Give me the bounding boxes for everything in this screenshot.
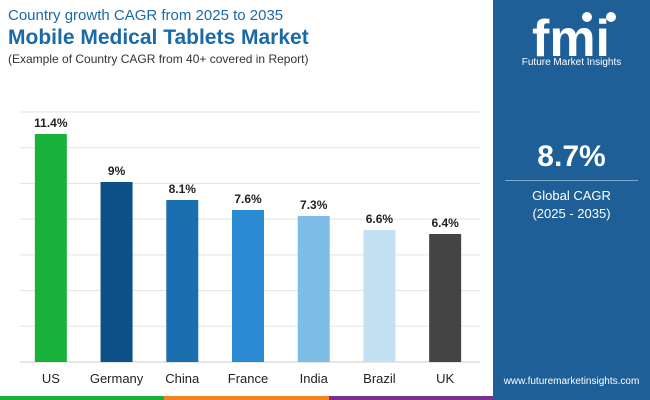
data-label: 6.6% <box>366 212 394 226</box>
x-tick-label: UK <box>436 371 454 386</box>
data-label: 8.1% <box>169 182 197 196</box>
data-label: 11.4% <box>34 116 68 130</box>
bar-china <box>166 200 199 362</box>
x-tick-label: Germany <box>90 371 144 386</box>
x-tick-label: India <box>300 371 329 386</box>
chart-subtitle: Country growth CAGR from 2025 to 2035 <box>8 7 284 24</box>
footer-segment-purple <box>329 396 493 400</box>
x-tick-label: France <box>228 371 268 386</box>
chart-header: Country growth CAGR from 2025 to 2035 Mo… <box>8 7 309 67</box>
global-cagr-label: Global CAGR (2025 - 2035) <box>493 187 650 223</box>
bar-brazil <box>363 230 396 362</box>
footer-segment-green <box>0 396 164 400</box>
side-panel: fmi Future Market Insights 8.7% Global C… <box>493 0 650 400</box>
bar-us <box>34 134 67 362</box>
brand-name: Future Market Insights <box>521 57 622 68</box>
data-label: 7.3% <box>300 198 328 212</box>
bar-uk <box>429 234 462 362</box>
global-cagr-title: Global CAGR <box>532 188 611 203</box>
logo-dot-icon <box>582 12 592 22</box>
bar-chart: 11.4% US 9% Germany 8.1% China 7.6% France 7.3% I… <box>20 111 480 386</box>
bar-india <box>297 216 330 362</box>
x-tick-label: Brazil <box>363 371 396 386</box>
chart-title: Mobile Medical Tablets Market <box>8 26 309 49</box>
logo-lettering: fmi <box>532 10 610 68</box>
chart-note: (Example of Country CAGR from 40+ covere… <box>8 52 309 66</box>
bar-germany <box>100 182 133 362</box>
kpi-divider <box>505 180 638 181</box>
global-cagr-value: 8.7% <box>537 140 606 173</box>
data-label: 6.4% <box>431 216 459 230</box>
x-tick-label: China <box>165 371 200 386</box>
fmi-logo: fmi <box>532 10 616 68</box>
global-cagr-period: (2025 - 2035) <box>532 206 611 221</box>
logo-dot-icon <box>606 12 616 22</box>
footer-color-strip <box>0 396 493 400</box>
bar-france <box>232 210 264 362</box>
website-link[interactable]: www.futuremarketinsights.com <box>503 376 640 387</box>
data-label: 7.6% <box>234 192 262 206</box>
footer-segment-orange <box>164 396 329 400</box>
data-label: 9% <box>108 164 126 178</box>
x-tick-label: US <box>42 371 60 386</box>
